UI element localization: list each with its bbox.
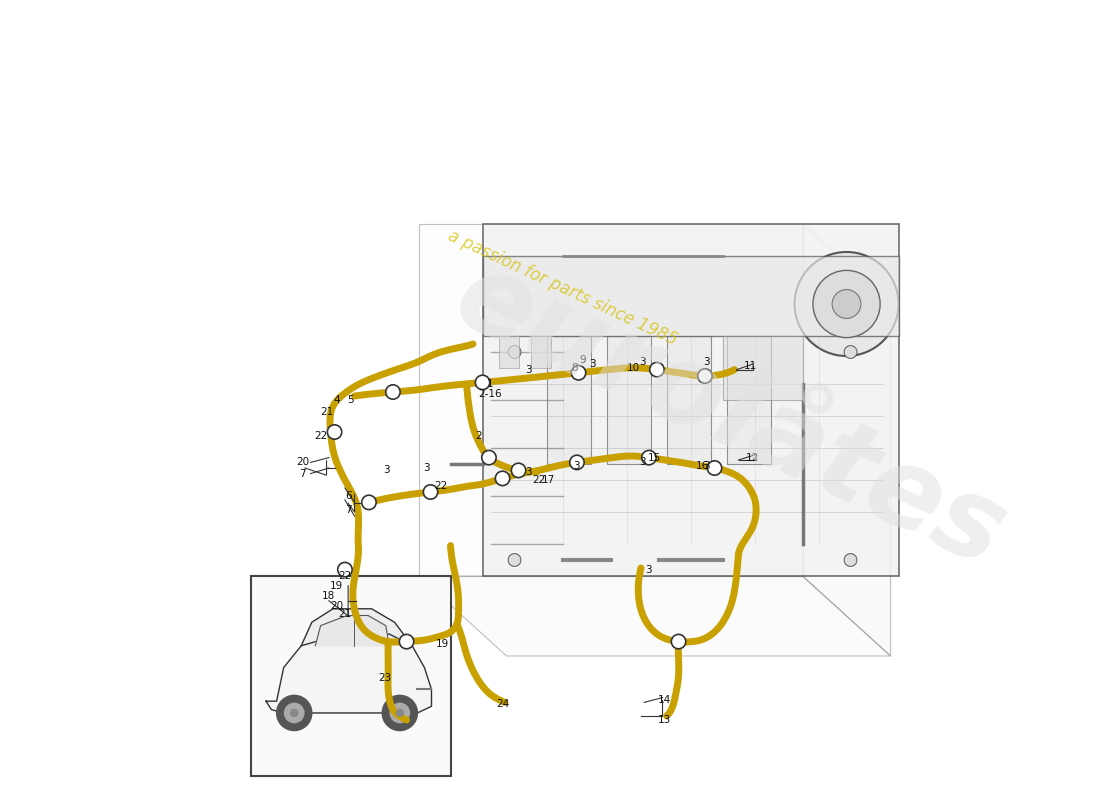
Text: 17: 17	[541, 475, 554, 485]
Text: 3: 3	[526, 467, 532, 477]
Text: 13: 13	[658, 715, 672, 725]
Bar	[723, 336, 803, 400]
Text: 3: 3	[703, 461, 710, 470]
Polygon shape	[316, 615, 389, 646]
Circle shape	[508, 554, 521, 566]
Polygon shape	[418, 224, 803, 576]
Text: 22: 22	[315, 431, 328, 441]
Text: 3: 3	[703, 357, 710, 366]
Text: 22: 22	[339, 571, 352, 581]
Circle shape	[328, 425, 342, 439]
Text: 18: 18	[322, 591, 335, 601]
Circle shape	[276, 695, 311, 730]
Text: 21: 21	[339, 610, 352, 619]
Text: 3: 3	[383, 466, 389, 475]
Circle shape	[570, 455, 584, 470]
Bar	[498, 336, 518, 368]
Text: 3: 3	[646, 565, 652, 574]
Text: 14: 14	[658, 695, 672, 705]
Circle shape	[641, 450, 656, 465]
Polygon shape	[301, 609, 412, 646]
Text: 20: 20	[330, 602, 343, 611]
Text: 3: 3	[639, 357, 646, 366]
Text: 3: 3	[573, 461, 580, 470]
Circle shape	[650, 362, 664, 377]
Circle shape	[697, 369, 712, 383]
Circle shape	[424, 485, 438, 499]
Circle shape	[396, 710, 404, 717]
Polygon shape	[803, 224, 891, 656]
Circle shape	[399, 634, 414, 649]
Bar	[483, 256, 899, 336]
Circle shape	[475, 375, 490, 390]
Circle shape	[571, 366, 585, 380]
Text: 9: 9	[580, 355, 586, 365]
Text: 21: 21	[320, 407, 333, 417]
Text: 10: 10	[626, 363, 639, 373]
Text: a passion for parts since 1985: a passion for parts since 1985	[446, 227, 680, 349]
Text: 3: 3	[526, 365, 532, 374]
Circle shape	[794, 252, 899, 356]
Text: 1: 1	[487, 379, 494, 389]
Circle shape	[671, 634, 685, 649]
Text: 24: 24	[496, 699, 509, 709]
Text: 3: 3	[590, 359, 596, 369]
Circle shape	[844, 554, 857, 566]
Text: 19: 19	[436, 639, 449, 649]
Circle shape	[844, 346, 857, 358]
Text: 4: 4	[333, 395, 340, 405]
Polygon shape	[418, 576, 891, 656]
Text: 3: 3	[424, 463, 430, 473]
Circle shape	[495, 471, 509, 486]
Bar	[483, 224, 899, 576]
Text: 23: 23	[378, 674, 392, 683]
Text: 11: 11	[744, 362, 757, 371]
Text: 16: 16	[696, 461, 710, 470]
Bar	[530, 336, 550, 368]
Text: 15: 15	[648, 453, 661, 462]
Text: 7: 7	[344, 506, 351, 515]
Circle shape	[508, 346, 521, 358]
Bar	[726, 336, 770, 464]
Text: 6: 6	[344, 491, 351, 501]
Circle shape	[832, 290, 861, 318]
Text: 3: 3	[639, 458, 646, 467]
Text: 2-16: 2-16	[478, 389, 503, 398]
Text: 22: 22	[532, 475, 546, 485]
Bar	[606, 336, 650, 464]
Circle shape	[512, 463, 526, 478]
Text: 8: 8	[571, 363, 578, 373]
Circle shape	[813, 270, 880, 338]
Bar	[547, 336, 591, 464]
Text: 2: 2	[475, 431, 482, 441]
Circle shape	[382, 695, 417, 730]
Text: eurolåtes: eurolåtes	[439, 242, 1022, 590]
Bar	[667, 336, 711, 464]
Text: 19: 19	[330, 581, 343, 590]
Circle shape	[390, 703, 409, 722]
Text: 12: 12	[746, 453, 760, 462]
Circle shape	[707, 461, 722, 475]
Circle shape	[290, 710, 298, 717]
Circle shape	[362, 495, 376, 510]
Circle shape	[285, 703, 304, 722]
Circle shape	[386, 385, 400, 399]
Text: 5: 5	[348, 395, 354, 405]
Bar	[251, 576, 451, 776]
Circle shape	[482, 450, 496, 465]
Polygon shape	[266, 634, 431, 713]
Text: 22: 22	[434, 482, 448, 491]
Text: 20: 20	[296, 458, 309, 467]
Circle shape	[338, 562, 352, 577]
Text: 7: 7	[299, 469, 306, 478]
